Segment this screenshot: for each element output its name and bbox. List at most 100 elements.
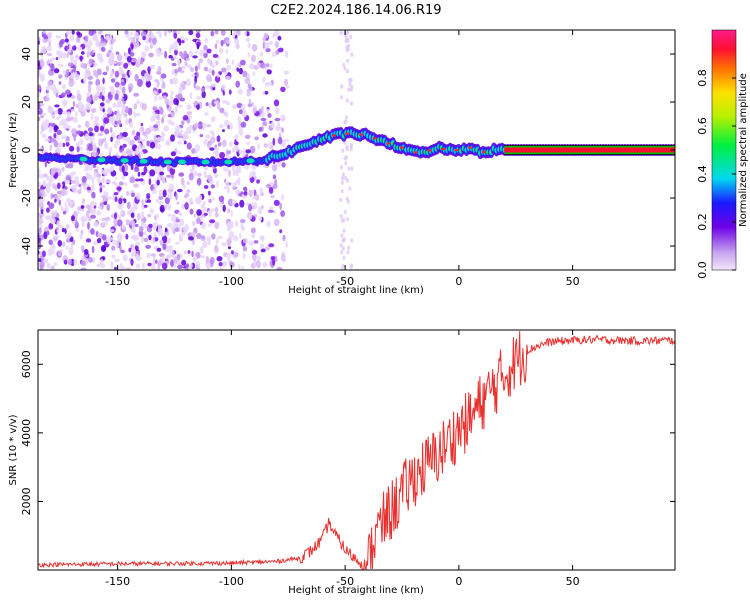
noise-blob	[242, 252, 246, 259]
noise-blob	[56, 129, 62, 136]
noise-blob	[164, 30, 167, 37]
noise-blob	[95, 39, 100, 48]
noise-blob	[169, 248, 172, 254]
noise-blob	[167, 213, 172, 217]
noise-blob	[157, 136, 161, 142]
noise-blob	[186, 189, 191, 193]
noise-blob	[200, 87, 205, 93]
noise-blob	[129, 139, 135, 146]
noise-blob	[170, 111, 176, 117]
snr-area	[38, 331, 675, 570]
noise-blob	[206, 124, 212, 128]
noise-blob	[47, 32, 53, 39]
noise-blob	[148, 234, 152, 241]
noise-blob	[149, 141, 156, 149]
noise-blob	[110, 136, 113, 142]
noise-blob	[188, 30, 194, 36]
noise-blob	[69, 145, 75, 152]
noise-blob	[111, 181, 117, 185]
y-tick-label: 2000	[20, 487, 33, 515]
noise-blob	[79, 55, 83, 62]
noise-blob	[178, 172, 185, 177]
noise-blob	[207, 223, 212, 227]
noise-blob	[70, 171, 77, 176]
noise-blob	[118, 67, 123, 72]
noise-blob	[137, 215, 144, 220]
x-tick-label: -150	[105, 575, 130, 588]
noise-blob	[147, 74, 153, 81]
noise-blob	[65, 224, 69, 231]
noise-blob	[45, 186, 51, 194]
noise-blob	[256, 260, 261, 269]
noise-blob	[183, 37, 189, 41]
noise-blob	[143, 204, 148, 208]
noise-blob	[88, 30, 95, 36]
noise-blob	[196, 177, 202, 186]
noise-blob	[346, 58, 350, 63]
noise-blob	[243, 238, 248, 244]
noise-blob	[104, 219, 108, 226]
noise-blob	[153, 135, 157, 142]
noise-blob	[149, 169, 156, 177]
noise-blob	[104, 128, 110, 135]
ridge-peak	[386, 142, 391, 145]
noise-blob	[266, 82, 273, 86]
noise-blob	[231, 148, 236, 153]
noise-blob	[208, 213, 212, 217]
noise-blob	[129, 176, 136, 184]
noise-blob	[267, 113, 272, 118]
noise-blob	[232, 168, 236, 176]
noise-blob	[59, 121, 65, 127]
noise-blob	[254, 214, 258, 218]
noise-blob	[38, 222, 43, 230]
noise-blob	[39, 264, 44, 270]
noise-blob	[99, 186, 103, 193]
noise-blob	[159, 239, 164, 246]
noise-blob	[186, 104, 192, 110]
noise-blob	[46, 262, 51, 269]
noise-blob	[156, 247, 162, 252]
noise-blob	[138, 230, 144, 237]
noise-blob	[105, 168, 111, 174]
noise-blob	[341, 263, 345, 269]
noise-blob	[226, 220, 230, 228]
noise-blob	[50, 63, 55, 72]
noise-blob	[116, 54, 123, 62]
noise-blob	[248, 174, 253, 178]
noise-blob	[133, 92, 140, 97]
noise-blob	[240, 218, 246, 224]
noise-blob	[235, 179, 240, 185]
noise-blob	[95, 91, 100, 96]
noise-blob	[169, 94, 173, 102]
noise-blob	[134, 223, 139, 228]
snr-y-ticks: 2000 4000 6000	[20, 350, 675, 515]
noise-blob	[206, 57, 211, 65]
noise-blob	[240, 59, 246, 66]
noise-blob	[175, 192, 178, 201]
noise-blob	[262, 133, 268, 138]
noise-blob	[143, 230, 147, 236]
noise-blob	[342, 255, 346, 260]
noise-blob	[349, 146, 353, 152]
noise-blob	[112, 194, 116, 201]
noise-blob	[122, 143, 127, 148]
noise-blob	[80, 260, 87, 266]
noise-blob	[120, 81, 126, 86]
noise-blob	[128, 70, 133, 77]
noise-blob	[267, 141, 274, 147]
noise-blob	[140, 220, 144, 227]
ridge-peak	[454, 149, 459, 151]
noise-blob	[349, 142, 353, 148]
noise-blob	[127, 47, 131, 55]
noise-blob	[196, 232, 202, 240]
noise-blob	[259, 187, 264, 196]
noise-blob	[202, 122, 207, 128]
noise-blob	[192, 102, 199, 106]
noise-blob	[221, 242, 227, 247]
noise-blob	[248, 203, 253, 212]
noise-blob	[159, 171, 165, 176]
noise-blob	[152, 111, 156, 116]
noise-blob	[284, 138, 289, 142]
noise-blob	[342, 238, 346, 243]
noise-blob	[152, 255, 156, 263]
